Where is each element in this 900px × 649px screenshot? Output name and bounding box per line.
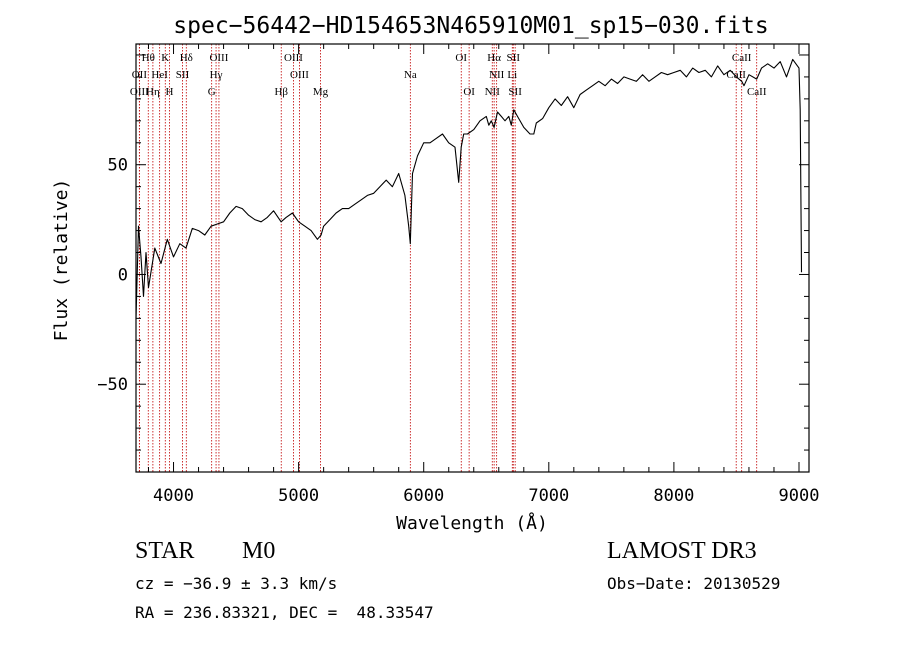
spectral-line-label: OIII (209, 52, 228, 64)
x-tick-label: 5000 (278, 486, 319, 506)
plot-frame (135, 43, 810, 473)
spectral-line-label: SII (508, 86, 522, 98)
spectral-line-label: SII (507, 52, 521, 64)
spectral-line-label: CaII (732, 52, 752, 64)
spectral-line-label: HeI (151, 69, 168, 81)
x-tick-label: 7000 (528, 486, 569, 506)
spectral-line-label: CaII (747, 86, 767, 98)
spectral-line-label: SII (176, 69, 190, 81)
redshift-velocity: cz = −36.9 ± 3.3 km/s (135, 574, 338, 593)
spectral-line-label: G (208, 86, 216, 98)
sky-coordinates: RA = 236.83321, DEC = 48.33547 (135, 603, 434, 622)
x-axis-ticks: 4000 5000 6000 7000 8000 9000 (148, 44, 820, 506)
y-axis-ticks: 50 0 −50 (97, 54, 809, 451)
object-subclass: M0 (242, 538, 276, 564)
spectral-line-markers (138, 44, 758, 472)
x-tick-label: 4000 (153, 486, 194, 506)
spectral-line-label: Mg (313, 86, 329, 98)
spectral-line-label: Hδ (180, 52, 193, 64)
spectral-line-label: OII (132, 69, 148, 81)
spectral-line-label: Li (507, 69, 517, 81)
spectrum-series-line (135, 58, 803, 319)
spectral-line-label: Hγ (210, 69, 223, 81)
object-class: STAR (135, 538, 195, 564)
spectral-line-label: OIII (130, 86, 149, 98)
spectral-line-label: OIII (290, 69, 309, 81)
spectral-line-label: K (161, 52, 169, 64)
survey-name: LAMOST DR3 (607, 538, 757, 564)
spectral-line-label: H (166, 86, 174, 98)
y-tick-label: 0 (118, 265, 128, 285)
x-tick-label: 9000 (779, 486, 820, 506)
spectral-line-label: Hα (487, 52, 501, 64)
spectral-line-label: Na (404, 69, 417, 81)
y-tick-label: −50 (97, 375, 128, 395)
spectral-line-label: OI (455, 52, 467, 64)
x-tick-label: 6000 (403, 486, 444, 506)
spectral-line-label: OIII (284, 52, 303, 64)
spectral-line-label: NII (489, 69, 505, 81)
spectral-line-label: Hβ (274, 86, 288, 98)
spectral-line-label: Hη (146, 86, 160, 98)
y-axis-label: Flux (relative) (51, 179, 72, 342)
y-tick-label: 50 (108, 156, 128, 176)
spectral-line-label: OI (463, 86, 475, 98)
observation-date: Obs−Date: 20130529 (607, 574, 781, 593)
spectral-line-label: NII (485, 86, 501, 98)
spectral-line-labels: Hθ K Hδ OIII OIII OI Hα SII CaII OII HeI SII Hγ OIII N… (130, 52, 767, 98)
x-tick-label: 8000 (653, 486, 694, 506)
chart-title: spec−56442−HD154653N465910M01_sp15−030.f… (173, 13, 768, 39)
spectral-line-label: Hθ (142, 52, 155, 64)
x-axis-label: Wavelength (Å) (396, 512, 548, 534)
